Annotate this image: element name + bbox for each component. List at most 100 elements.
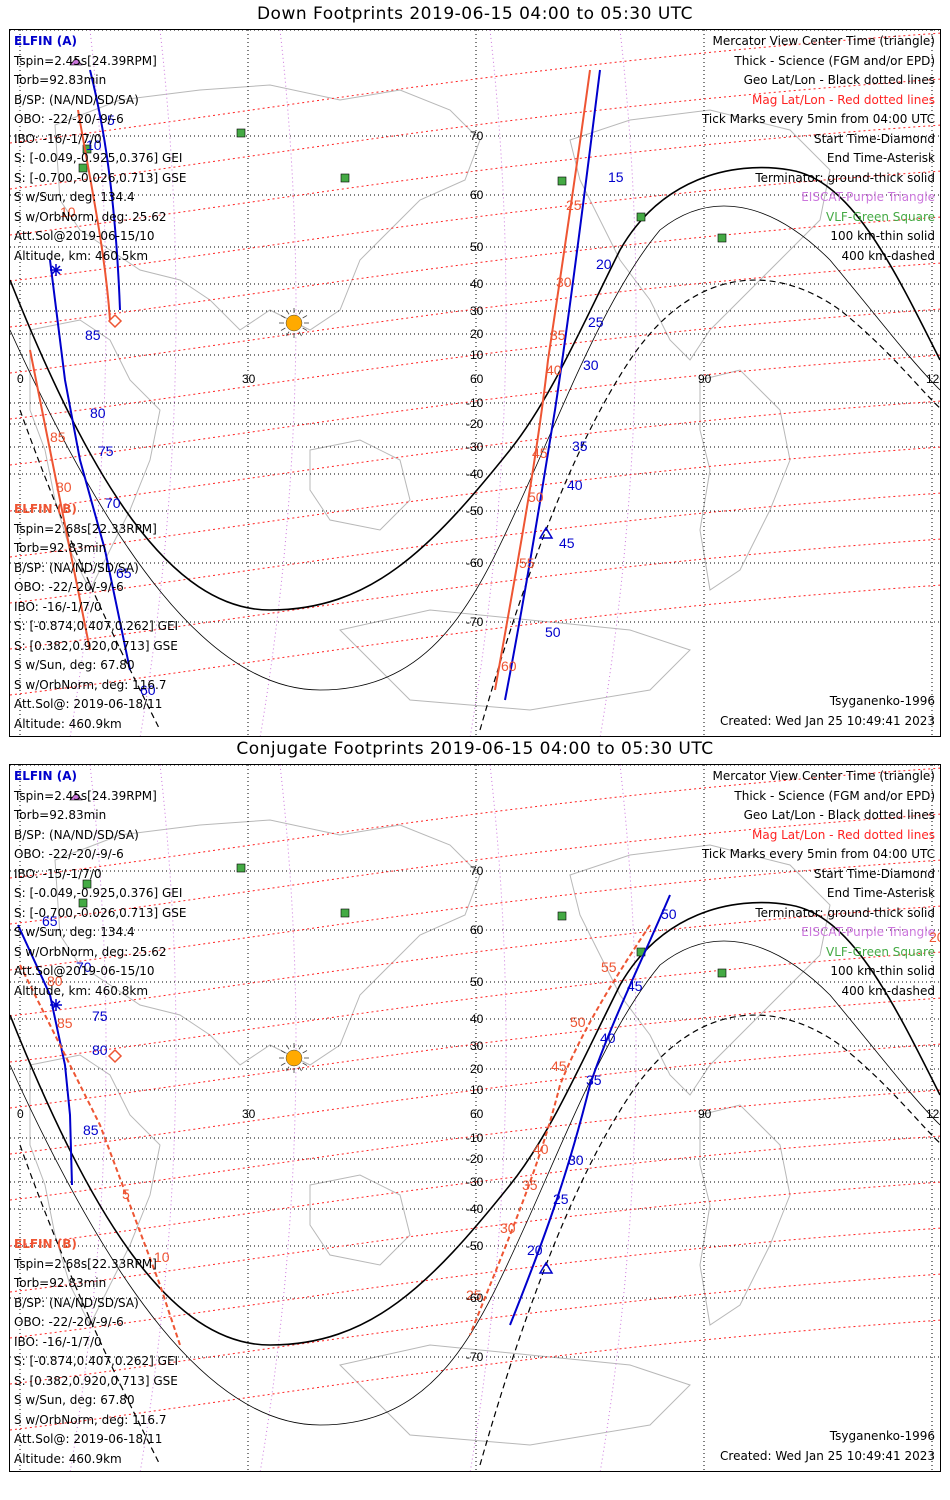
landmass-outline <box>699 369 791 591</box>
sun-ray <box>302 1050 308 1054</box>
lat-tick-label: -40 <box>466 1202 484 1216</box>
elfin-a-info-line: S: [-0.700,-0.026,0.713] GSE <box>14 905 187 920</box>
eiscat-triangle-icon <box>69 57 83 66</box>
track-b-tick-label: 40 <box>546 362 562 378</box>
elfin-b-info-line: IBO: -16/-1/7/0 <box>14 599 102 614</box>
mag-lat-line <box>10 308 940 420</box>
landmass-outline <box>569 109 831 361</box>
track-a-tick-label: 50 <box>661 906 677 922</box>
mag-lat-line <box>10 446 940 558</box>
vlf-square-icon <box>717 233 727 243</box>
map-legend: Mercator View Center Time (triangle) Thic… <box>702 32 935 266</box>
sun-ray <box>298 1066 302 1072</box>
mag-grid <box>10 767 940 1431</box>
legend-entry: VLF-Green Square <box>826 209 935 224</box>
legend-entry: Start Time-Diamond <box>813 866 935 881</box>
mag-lat-line <box>10 905 940 1017</box>
panel-title-conjugate: Conjugate Footprints 2019-06-15 04:00 to… <box>236 739 714 759</box>
legend-entry: Geo Lat/Lon - Black dotted lines <box>743 73 935 87</box>
elfin-a-info-line: S: [-0.049,-0.925,0.376] GEI <box>14 151 183 165</box>
lon-tick-label: 30 <box>242 1107 256 1121</box>
lat-tick-label: 30 <box>470 304 484 318</box>
elfin-a-info-line: S w/Sun, deg: 134.4 <box>14 190 135 204</box>
model-label: Tsyganenko-1996 <box>829 1429 935 1443</box>
sun-disc <box>285 1049 303 1067</box>
sun-ray <box>302 1062 308 1066</box>
mag-lon-line <box>259 30 297 736</box>
lat-tick-label: 50 <box>470 975 484 989</box>
landmass-outline <box>29 319 161 592</box>
elfin-b-info-line: Altitude: 460.9km <box>14 1451 122 1466</box>
sun-ray <box>286 1044 290 1050</box>
track-b-tick-label: 45 <box>551 1058 567 1074</box>
elfin-b-track <box>494 69 591 691</box>
start-diamond-icon <box>107 1048 123 1064</box>
mag-lon-grid <box>69 30 637 736</box>
legend-entry: Thick - Science (FGM and/or EPD) <box>734 788 935 803</box>
mag-lat-line <box>10 584 940 696</box>
elfin-a-info: ELFIN (A) Tspin=2.45s[24.39RPM] Torb=92.83… <box>14 767 187 1001</box>
elfin-a-info-line: Altitude, km: 460.8km <box>14 983 149 998</box>
mag-lat-line <box>10 32 940 144</box>
mag-lat-line <box>10 354 940 466</box>
elfin-b-info-line: IBO: -16/-1/7/0 <box>14 1334 102 1349</box>
legend-entry: 400 km-dashed <box>841 248 935 263</box>
shell-100km <box>10 205 940 691</box>
vlf-square-icon <box>340 908 350 918</box>
track-a-tick-label: 25 <box>553 1191 569 1207</box>
mag-lon-line <box>469 765 507 1471</box>
lat-tick-label: -50 <box>466 504 484 518</box>
legend-entry: Geo Lat/Lon - Black dotted lines <box>743 808 935 822</box>
sun-ray <box>298 331 302 337</box>
track-a-tick-label: 45 <box>559 535 575 551</box>
track-a-tick-label: 20 <box>596 256 612 272</box>
elfin-a-info-line: S w/OrbNorm, deg: 25.62 <box>14 209 167 224</box>
track-a-tick-label: 20 <box>527 1242 543 1258</box>
mag-lon-grid <box>69 765 637 1471</box>
elfin-a-info-line: OBO: -22/-20/-9/-6 <box>14 847 124 861</box>
lat-tick-label: 20 <box>470 1062 484 1076</box>
shell-400km <box>19 1014 940 1466</box>
track-b-tick-label: 80 <box>47 973 63 989</box>
mag-lat-line <box>10 492 940 604</box>
mag-lon-line <box>599 30 637 736</box>
legend-entry: 100 km-thin solid <box>830 229 935 243</box>
track-b-tick-label: 50 <box>528 489 544 505</box>
eiscat-triangle-icon <box>69 792 83 801</box>
vlf-square-icon <box>78 163 88 173</box>
vlf-stations <box>78 128 727 243</box>
track-b-tick-label: 45 <box>532 445 548 461</box>
elfin-a-info-line: Tspin=2.45s[24.39RPM] <box>14 788 157 803</box>
elfin-a-info-line: S: [-0.700,-0.026,0.713] GSE <box>14 170 187 185</box>
elfin-a-info-line: Att.Sol@2019-06-15/10 <box>14 964 155 978</box>
elfin-a-info-line: Tspin=2.45s[24.39RPM] <box>14 53 157 68</box>
vlf-square-icon <box>340 173 350 183</box>
model-label: Tsyganenko-1996 <box>829 694 935 708</box>
mag-lon-line <box>469 30 507 736</box>
map-canvas: 5 10 85 80 75 70 65 60 15 20 25 30 35 40 45 50 10 85 80 25 3… <box>10 30 940 736</box>
landmass-outline <box>309 1174 411 1266</box>
track-b-tick-label: 25 <box>466 1287 482 1303</box>
panel-title-down: Down Footprints 2019-06-15 04:00 to 05:3… <box>256 4 694 24</box>
sun-ray <box>302 315 308 319</box>
sun-icon <box>279 1043 309 1073</box>
elfin-a-info-line: B/SP: (NA/ND/SD/SA) <box>14 827 139 842</box>
track-a-tick-label: 30 <box>568 1152 584 1168</box>
track-b-tick-label: 55 <box>519 555 535 571</box>
legend-entry: Start Time-Diamond <box>813 131 935 146</box>
legend-entry: 100 km-thin solid <box>830 964 935 978</box>
lat-tick-label: 30 <box>470 1039 484 1053</box>
lat-tick-label: 50 <box>470 240 484 254</box>
elfin-b-info-line: S: [0.382,0.920,0.713] GSE <box>14 1373 178 1388</box>
mag-lat-line <box>10 216 940 328</box>
lat-tick-label: 70 <box>470 864 484 878</box>
mag-lon-line <box>139 30 177 736</box>
track-a-tick-label: 35 <box>586 1072 602 1088</box>
vlf-square-icon <box>82 144 92 154</box>
landmass-outline <box>339 1344 691 1446</box>
elfin-a-track <box>17 924 73 1186</box>
sun-ray <box>280 1050 286 1054</box>
elfin-b-info-line: Tspin=2.68s[22.33RPM] <box>14 521 157 536</box>
mag-lat-line <box>10 1089 940 1201</box>
mag-lat-line <box>10 124 940 236</box>
